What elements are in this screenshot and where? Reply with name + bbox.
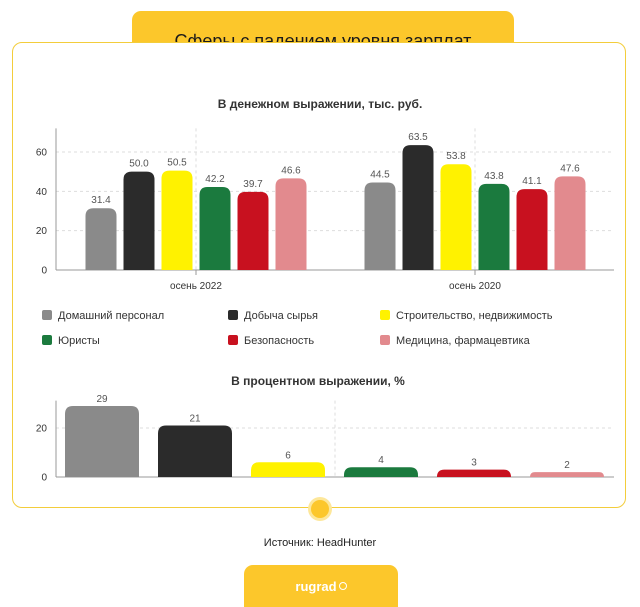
- chart-1-data-label: 46.6: [281, 165, 301, 176]
- chart-1-bar: [402, 145, 434, 270]
- legend-label: Добыча сырья: [244, 310, 318, 322]
- chart-1-bar: [440, 164, 472, 270]
- chart-2-data-label: 6: [285, 450, 291, 461]
- chart-1-data-label: 44.5: [370, 169, 390, 180]
- chart-1-data-label: 50.5: [167, 158, 187, 169]
- chart-1-data-label: 41.1: [522, 176, 542, 187]
- chart-2-bar: [437, 469, 511, 477]
- chart-1-bar: [85, 208, 117, 270]
- legend-label: Юристы: [58, 335, 100, 347]
- chart-2-y-tick-label: 20: [36, 424, 48, 435]
- legend-label: Медицина, фармацевтика: [396, 335, 531, 347]
- chart-2-data-label: 3: [471, 458, 477, 469]
- chart-2-bar: [65, 405, 139, 477]
- brand-footer: rugrad: [244, 565, 398, 607]
- chart-2-bar: [530, 472, 604, 477]
- brand-ring-icon: [338, 582, 347, 590]
- legend-swatch: [380, 335, 390, 345]
- chart-2-bar: [251, 462, 325, 477]
- chart-1-bar: [237, 191, 269, 270]
- legend-swatch: [228, 335, 238, 345]
- chart-1-data-label: 50.0: [129, 159, 149, 170]
- chart-1-bar: [554, 176, 586, 270]
- legend-label: Безопасность: [244, 335, 314, 347]
- chart-1-bar: [364, 182, 396, 270]
- chart-2-data-label: 21: [189, 414, 201, 425]
- chart-1-bar: [275, 178, 307, 270]
- chart-1-title: В денежном выражении, тыс. руб.: [218, 97, 423, 111]
- chart-1-bar: [516, 189, 548, 270]
- source-note: Источник: HeadHunter: [263, 537, 377, 549]
- chart-1-x-tick-label: осень 2020: [449, 281, 501, 292]
- chart-2-y-tick-label: 0: [41, 473, 47, 484]
- chart-1-data-label: 31.4: [91, 195, 111, 206]
- chart-2-title: В процентном выражении, %: [231, 374, 405, 388]
- brand-logo: rugrad: [295, 578, 337, 594]
- legend-label: Строительство, недвижимость: [396, 310, 553, 322]
- chart-1-y-tick-label: 60: [36, 148, 48, 159]
- chart-1-data-label: 43.8: [484, 171, 504, 182]
- legend-label: Домашний персонал: [58, 310, 164, 322]
- chart-1-y-tick-label: 20: [36, 226, 48, 237]
- chart-2-data-label: 4: [378, 455, 384, 466]
- chart-1-data-label: 39.7: [243, 179, 263, 190]
- chart-1-bar: [478, 183, 510, 270]
- legend-swatch: [42, 310, 52, 320]
- chart-1-data-label: 42.2: [205, 174, 225, 185]
- chart-2-bar: [344, 467, 418, 477]
- chart-2-data-label: 2: [564, 460, 570, 471]
- slider-knob[interactable]: [311, 500, 329, 518]
- chart-1-bar: [161, 170, 193, 270]
- chart-1-bar: [123, 171, 155, 270]
- legend-swatch: [42, 335, 52, 345]
- chart-2-data-label: 29: [96, 394, 108, 405]
- legend-swatch: [228, 310, 238, 320]
- chart-1-data-label: 53.8: [446, 151, 466, 162]
- legend-swatch: [380, 310, 390, 320]
- chart-1-data-label: 63.5: [408, 132, 428, 143]
- chart-2-bar: [158, 425, 232, 477]
- chart-1-data-label: 47.6: [560, 163, 580, 174]
- chart-1-y-tick-label: 40: [36, 187, 48, 198]
- chart-1-x-tick-label: осень 2022: [170, 281, 222, 292]
- chart-1-bar: [199, 187, 231, 270]
- chart-1-y-tick-label: 0: [41, 266, 47, 277]
